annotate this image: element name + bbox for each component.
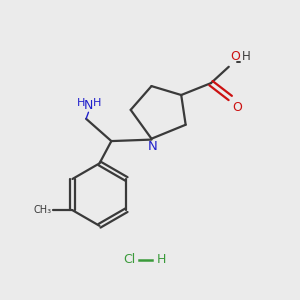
Text: Cl: Cl [123,254,135,266]
Text: O: O [230,50,240,63]
Text: N: N [148,140,157,153]
Text: H: H [93,98,102,108]
Text: N: N [84,99,93,112]
Text: H: H [76,98,85,108]
Text: H: H [242,50,250,63]
Text: H: H [157,254,167,266]
Text: O: O [232,101,242,114]
Text: CH₃: CH₃ [34,205,52,215]
